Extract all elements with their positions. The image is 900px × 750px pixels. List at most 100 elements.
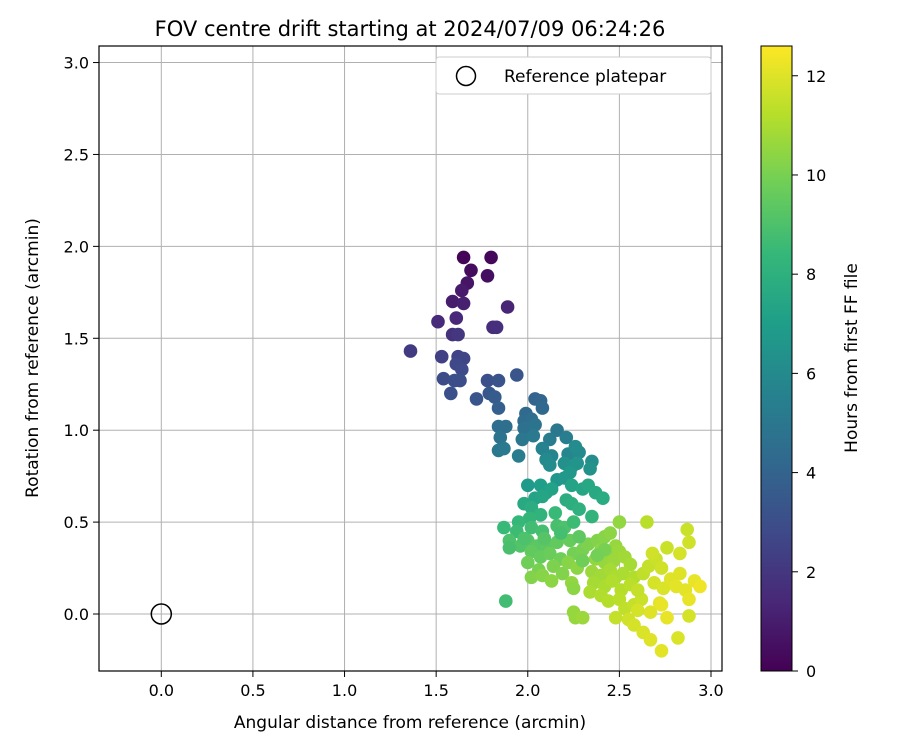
data-point bbox=[543, 546, 557, 561]
data-point bbox=[640, 515, 654, 529]
data-point bbox=[682, 535, 696, 550]
x-tick-label: 3.0 bbox=[698, 681, 723, 700]
data-point bbox=[445, 294, 460, 309]
data-point bbox=[543, 458, 557, 472]
legend-box bbox=[435, 56, 712, 95]
data-point bbox=[570, 456, 584, 471]
data-point bbox=[596, 491, 610, 506]
y-tick-label: 2.0 bbox=[64, 237, 89, 256]
data-point bbox=[671, 631, 685, 645]
data-point bbox=[500, 300, 515, 314]
reference-marker-layer bbox=[150, 603, 173, 625]
data-point bbox=[497, 520, 511, 535]
data-point bbox=[603, 526, 617, 540]
data-point bbox=[693, 579, 707, 594]
data-point bbox=[453, 373, 467, 388]
data-point bbox=[526, 428, 541, 443]
colorbar-ticks: 0 2 4 6 8 10 12 bbox=[792, 67, 826, 681]
data-point bbox=[535, 401, 550, 415]
data-point bbox=[449, 311, 464, 325]
data-point bbox=[451, 327, 465, 342]
data-point bbox=[612, 515, 627, 529]
chart-title: FOV centre drift starting at 2024/07/09 … bbox=[155, 17, 666, 41]
data-point bbox=[568, 439, 583, 454]
y-axis-label: Rotation from reference (arcmin) bbox=[23, 218, 43, 498]
legend: Reference platepar bbox=[435, 56, 712, 95]
data-point bbox=[528, 417, 542, 432]
data-point bbox=[546, 559, 561, 573]
data-point bbox=[643, 605, 658, 619]
data-point bbox=[499, 594, 513, 608]
data-point bbox=[630, 603, 645, 618]
data-point bbox=[480, 373, 495, 388]
data-point bbox=[444, 386, 458, 401]
data-point bbox=[623, 557, 638, 572]
data-point bbox=[493, 430, 508, 445]
data-point bbox=[484, 250, 498, 265]
colorbar-label: Hours from first FF file bbox=[842, 263, 862, 453]
data-point bbox=[510, 368, 524, 382]
data-point bbox=[431, 314, 445, 329]
y-tick-label: 1.5 bbox=[64, 329, 89, 348]
data-point bbox=[643, 633, 658, 647]
data-point bbox=[645, 546, 660, 561]
data-point bbox=[566, 581, 581, 596]
data-point bbox=[455, 362, 469, 377]
data-point bbox=[436, 371, 451, 386]
data-point bbox=[673, 546, 687, 561]
data-point bbox=[497, 441, 511, 456]
data-point bbox=[499, 419, 513, 434]
data-point bbox=[456, 296, 471, 311]
x-tick-label: 0.5 bbox=[240, 681, 265, 700]
data-point bbox=[515, 432, 530, 447]
data-point bbox=[590, 548, 605, 562]
legend-marker-icon bbox=[455, 65, 477, 87]
data-point bbox=[489, 320, 504, 335]
data-point bbox=[654, 561, 669, 575]
data-point bbox=[521, 555, 535, 570]
data-point bbox=[524, 500, 539, 515]
data-point bbox=[511, 449, 526, 463]
data-point bbox=[491, 401, 506, 415]
data-point bbox=[682, 609, 696, 623]
x-tick-label: 2.0 bbox=[515, 681, 540, 700]
data-point bbox=[488, 390, 502, 404]
colorbar-tick-label: 8 bbox=[806, 265, 816, 284]
colorbar-tick-label: 2 bbox=[806, 563, 816, 582]
x-tick-label: 2.5 bbox=[607, 681, 632, 700]
data-point bbox=[583, 585, 597, 599]
data-point bbox=[524, 520, 539, 535]
data-point bbox=[555, 566, 570, 581]
data-point bbox=[601, 594, 616, 608]
data-point bbox=[517, 421, 531, 436]
data-point bbox=[566, 515, 581, 529]
data-point bbox=[572, 530, 586, 544]
data-point bbox=[548, 506, 563, 520]
x-axis-ticks: 0.0 0.5 1.0 1.5 2.0 2.5 3.0 bbox=[149, 671, 724, 700]
y-tick-label: 3.0 bbox=[64, 54, 89, 73]
data-point bbox=[456, 250, 471, 265]
data-point bbox=[673, 566, 687, 581]
data-point bbox=[608, 610, 623, 625]
data-point bbox=[491, 373, 506, 388]
data-point bbox=[575, 553, 590, 568]
data-point bbox=[656, 581, 671, 596]
data-point bbox=[543, 432, 557, 447]
data-point bbox=[455, 283, 469, 298]
x-tick-label: 1.5 bbox=[423, 681, 448, 700]
colorbar-tick-label: 0 bbox=[806, 662, 816, 681]
data-point bbox=[434, 349, 449, 364]
y-tick-label: 0.5 bbox=[64, 513, 89, 532]
data-point bbox=[616, 566, 630, 581]
data-point bbox=[533, 508, 548, 522]
reference-platepar-marker bbox=[150, 603, 173, 625]
x-tick-label: 1.0 bbox=[332, 681, 357, 700]
data-point bbox=[583, 462, 597, 476]
data-point bbox=[524, 570, 539, 585]
data-point bbox=[605, 574, 619, 588]
data-point bbox=[572, 502, 586, 516]
y-axis-ticks: 0.0 0.5 1.0 1.5 2.0 2.5 3.0 bbox=[64, 54, 99, 624]
data-point bbox=[535, 441, 550, 456]
colorbar-tick-label: 4 bbox=[806, 464, 816, 483]
